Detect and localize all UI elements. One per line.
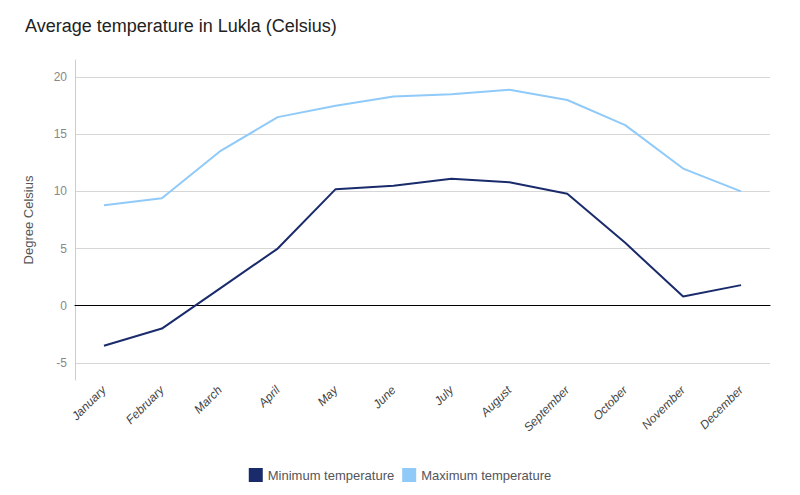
svg-text:February: February [123, 382, 168, 427]
svg-text:15: 15 [54, 127, 68, 141]
svg-text:20: 20 [54, 70, 68, 84]
svg-text:January: January [68, 382, 109, 423]
svg-text:5: 5 [60, 242, 67, 256]
svg-text:November: November [639, 382, 689, 432]
svg-text:September: September [521, 382, 573, 434]
svg-text:April: April [255, 383, 283, 411]
svg-text:October: October [590, 382, 631, 423]
svg-text:May: May [315, 382, 342, 409]
svg-text:Average temperature in Lukla (: Average temperature in Lukla (Celsius) [25, 16, 337, 36]
svg-text:July: July [431, 382, 457, 408]
svg-text:June: June [370, 383, 399, 412]
svg-text:Maximum temperature: Maximum temperature [421, 468, 551, 483]
svg-text:December: December [697, 382, 747, 432]
svg-text:March: March [191, 383, 225, 417]
svg-text:Degree Celsius: Degree Celsius [21, 175, 36, 264]
svg-text:0: 0 [60, 299, 67, 313]
svg-text:Minimum temperature: Minimum temperature [268, 468, 394, 483]
svg-text:August: August [477, 383, 514, 420]
svg-text:-5: -5 [56, 356, 67, 370]
svg-text:10: 10 [54, 184, 68, 198]
